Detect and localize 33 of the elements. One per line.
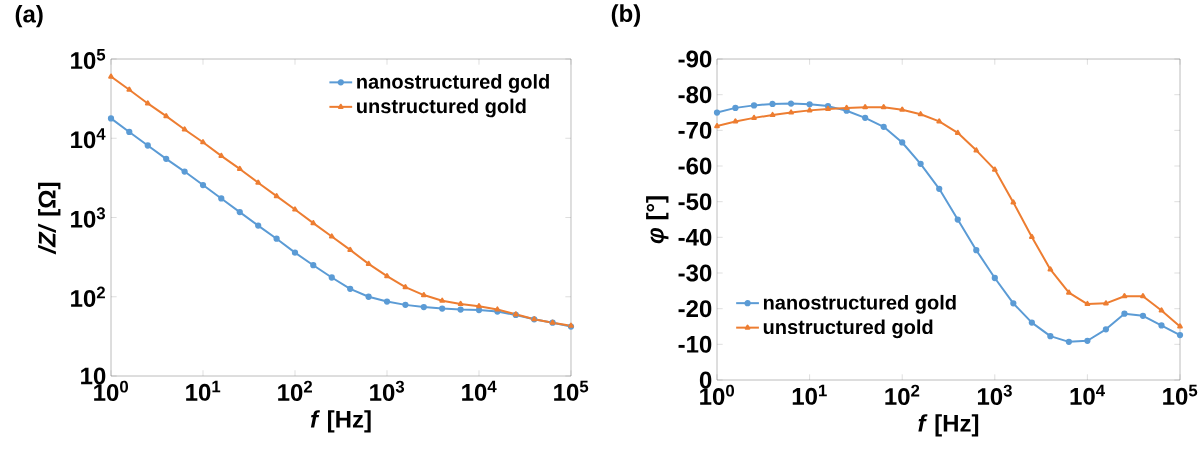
- chart-title: (b): [611, 4, 641, 27]
- legend-label: unstructured gold: [763, 319, 933, 339]
- x-tick-label: 10$^{1}$: [792, 384, 827, 405]
- x-tick-label: 10$^{5}$: [554, 380, 589, 401]
- x-tick-label: 10$^{4}$: [1070, 384, 1105, 405]
- y-tick-label: -80: [678, 86, 712, 104]
- x-tick-label: 10$^{4}$: [462, 380, 497, 401]
- x-axis-title: f [Hz]: [918, 414, 979, 437]
- x-tick-label: 10$^{2}$: [278, 380, 312, 402]
- y-tick-label: 10$^{4}$: [71, 128, 106, 149]
- x-tick-label: 10$^{5}$: [1163, 384, 1198, 405]
- legend-label: unstructured gold: [357, 98, 526, 118]
- y-tick-label: 10$^{2}$: [71, 286, 105, 307]
- x-tick-label: 10$^{3}$: [370, 380, 405, 402]
- y-tick-label: -30: [678, 264, 712, 282]
- y-tick-label: -10: [678, 335, 712, 353]
- legend-label: nanostructured gold: [357, 74, 549, 93]
- x-tick-label: 10$^{3}$: [977, 384, 1012, 406]
- y-tick-label: -70: [678, 121, 712, 139]
- y-axis-title: φ [°]: [646, 196, 669, 244]
- x-axis-title: f [Hz]: [310, 410, 371, 433]
- y-axis-title: /Z/ [Ω]: [38, 182, 61, 255]
- y-tick-label: 10$^{3}$: [71, 207, 106, 228]
- y-tick-label: -40: [678, 228, 712, 246]
- legend-label: nanostructured gold: [763, 294, 956, 314]
- x-tick-label: 10$^{1}$: [186, 380, 221, 401]
- y-tick-label: -20: [678, 300, 712, 318]
- y-tick-label: -50: [678, 193, 712, 211]
- y-tick-label: -90: [678, 50, 712, 68]
- chart-title: (a): [15, 4, 43, 28]
- y-tick-label: 10$^{5}$: [71, 48, 106, 70]
- x-tick-label: 10$^{2}$: [885, 384, 920, 406]
- y-tick-label: -60: [678, 157, 712, 175]
